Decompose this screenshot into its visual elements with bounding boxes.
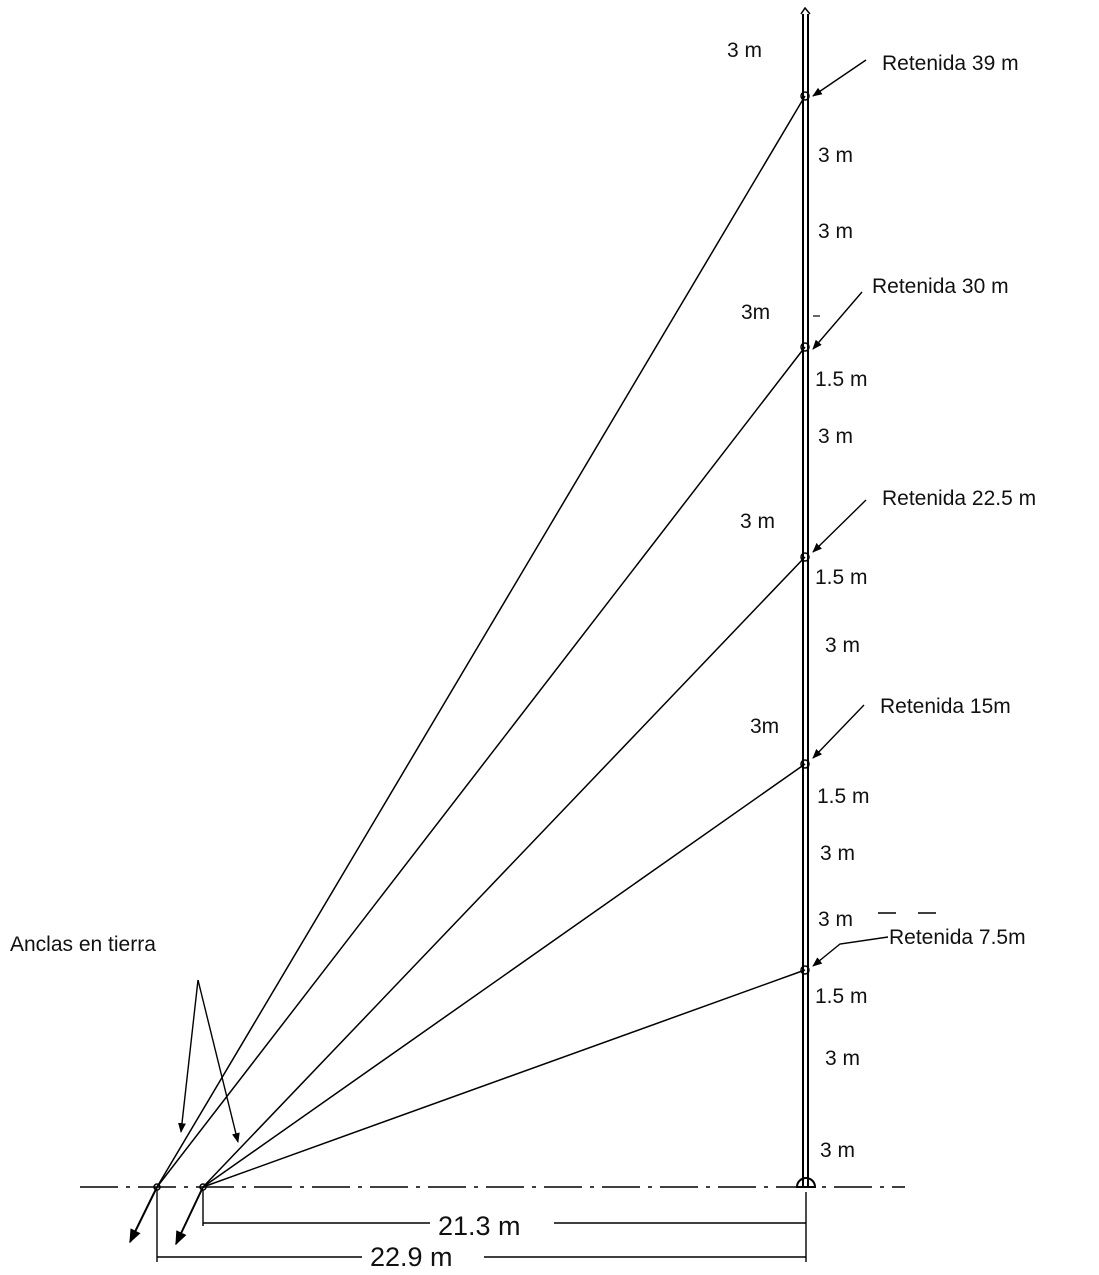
mast-top xyxy=(800,6,811,15)
anchors-arrow-left xyxy=(178,979,199,1133)
guy-wire-7-5m xyxy=(202,969,806,1188)
guy-label-22-5m: Retenida 22.5 m xyxy=(882,487,1036,510)
guy-label-15m: Retenida 15m xyxy=(880,695,1011,718)
segment-label: 3 m xyxy=(820,842,855,865)
segment-label: 3 m xyxy=(818,425,853,448)
guy-wire-22-5m xyxy=(202,556,806,1188)
dimension-22-9m-label: 22.9 m xyxy=(370,1242,453,1272)
leader-15m xyxy=(812,704,865,759)
leader-30m xyxy=(812,291,863,350)
segment-label: 1.5 m xyxy=(815,566,868,589)
segment-label: 3 m xyxy=(825,1047,860,1070)
segment-label: 3m xyxy=(741,301,770,324)
anchors-arrow-right xyxy=(197,979,240,1143)
attachment-39m xyxy=(800,91,810,101)
segment-label: 3 m xyxy=(818,144,853,167)
segment-label: 3 m xyxy=(727,39,762,62)
segment-label: 3m xyxy=(750,715,779,738)
anchor-rod-right xyxy=(175,1186,204,1246)
guy-wire-15m xyxy=(202,763,806,1188)
dimension-21-3m-label: 21.3 m xyxy=(438,1211,521,1241)
guy-wire-30m xyxy=(156,346,806,1188)
leader-22-5m xyxy=(812,499,867,553)
segment-label: 3 m xyxy=(818,220,853,243)
attachment-22-5m xyxy=(800,552,810,562)
guy-label-30m: Retenida 30 m xyxy=(872,275,1009,298)
segment-label: 3 m xyxy=(820,1139,855,1162)
guy-wire-39m xyxy=(156,95,806,1188)
anchor-rod-left xyxy=(129,1186,158,1244)
leader-39m xyxy=(812,59,867,97)
anchors-label: Anclas en tierra xyxy=(10,933,156,956)
guy-label-39m: Retenida 39 m xyxy=(882,52,1019,75)
leader-7-5m xyxy=(812,936,889,967)
segment-label: 1.5 m xyxy=(815,368,868,391)
attachment-7-5m xyxy=(800,965,810,975)
attachment-15m xyxy=(800,759,810,769)
guy-label-7-5m: Retenida 7.5m xyxy=(889,926,1026,949)
segment-label: 3 m xyxy=(825,634,860,657)
mast-base-support xyxy=(795,1177,817,1188)
segment-label: 3 m xyxy=(818,908,853,931)
segment-label: 3 m xyxy=(740,510,775,533)
attachment-30m xyxy=(800,342,810,352)
segment-label: 1.5 m xyxy=(817,785,870,808)
segment-label: 1.5 m xyxy=(815,985,868,1008)
